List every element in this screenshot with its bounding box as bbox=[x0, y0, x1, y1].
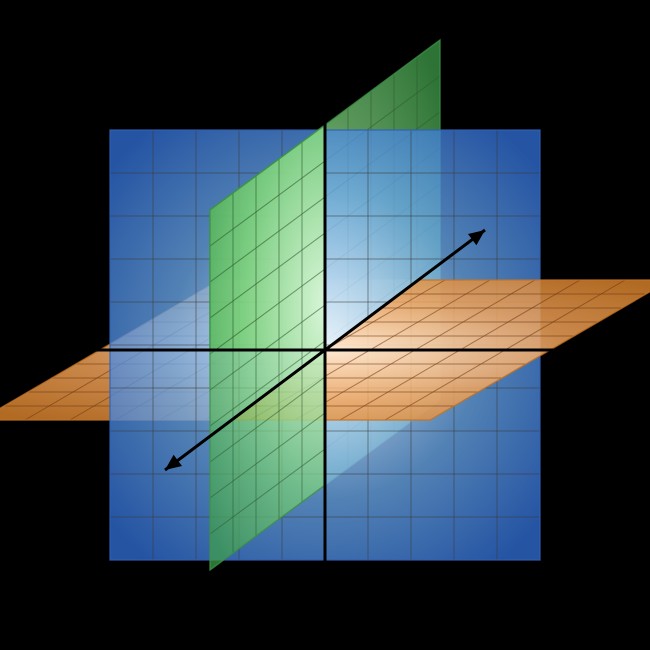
coordinate-planes-diagram bbox=[0, 0, 650, 650]
